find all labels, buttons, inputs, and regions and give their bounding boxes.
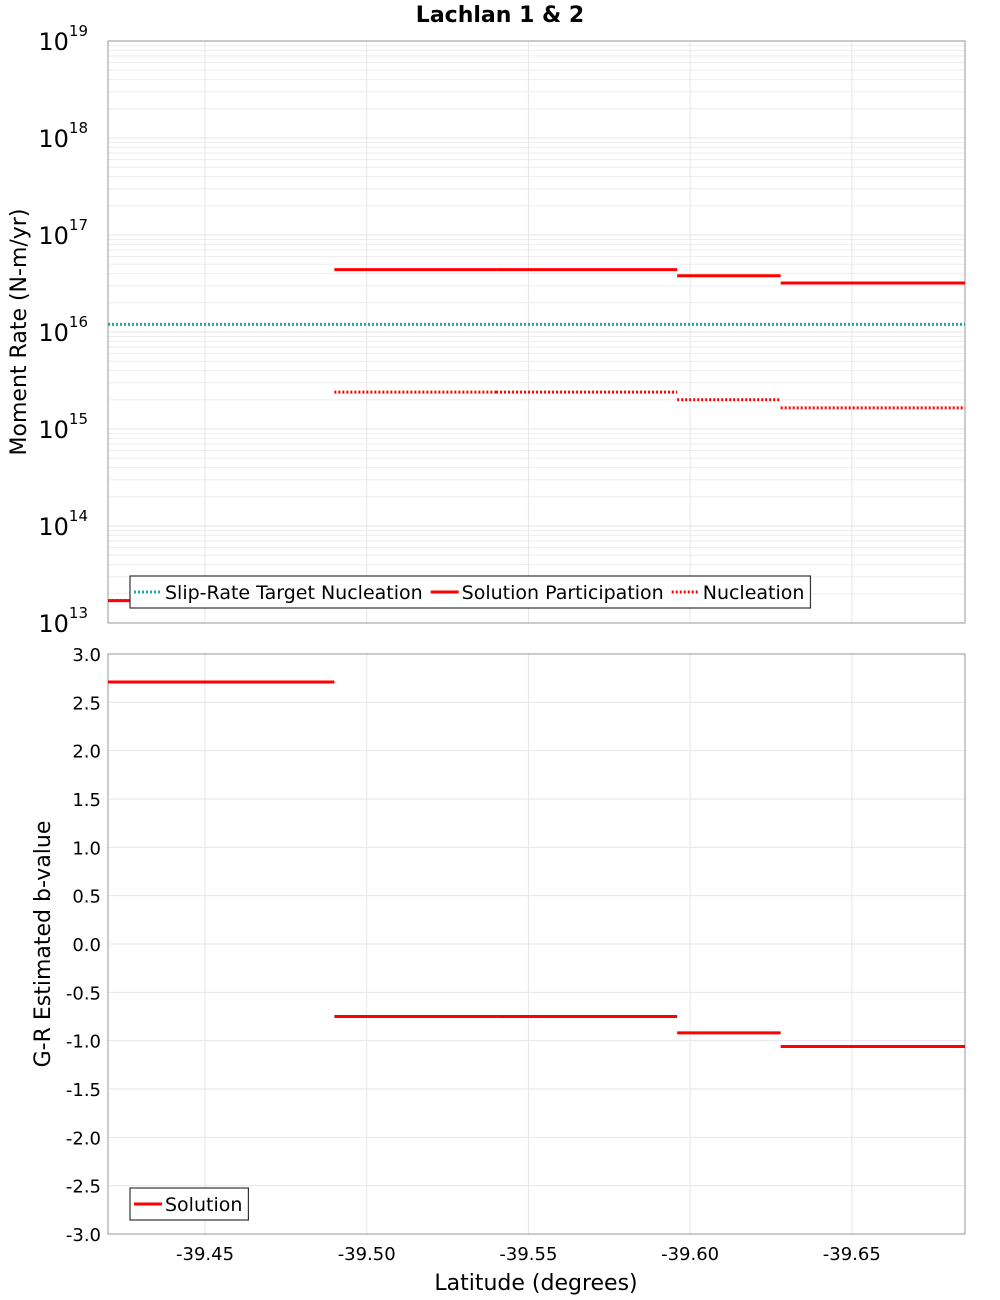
x-tick-label: -39.55 [499, 1244, 557, 1265]
bottom-y-tick-label: -3.0 [66, 1225, 101, 1246]
top-y-tick-label: 1014 [38, 507, 88, 541]
tick-exponent: 13 [69, 604, 88, 622]
bottom-y-tick-label: -2.5 [66, 1177, 101, 1198]
chart-title: Lachlan 1 & 2 [416, 3, 584, 28]
bottom-y-tick-label: 0.0 [72, 935, 101, 956]
x-tick-label: -39.65 [823, 1244, 881, 1265]
bottom-y-tick-label: 2.5 [72, 693, 101, 714]
tick-base: 10 [38, 222, 69, 250]
tick-exponent: 17 [69, 216, 88, 234]
tick-exponent: 18 [69, 119, 88, 137]
bottom-y-tick-label: 3.0 [72, 645, 101, 666]
x-tick-label: -39.50 [338, 1244, 396, 1265]
top-plot-frame [107, 40, 966, 624]
top-y-tick-label: 1013 [38, 604, 88, 638]
bottom-y-axis-label: G-R Estimated b-value [31, 821, 56, 1068]
tick-base: 10 [38, 125, 69, 153]
bottom-y-tick-label: 2.0 [72, 742, 101, 763]
b-value-panel: 3.0 2.5 2.0 1.5 1.0 0.5 0.0 -0.5 -1.0 -1.5 -2.0 -2.… [31, 645, 966, 1296]
top-y-tick-label: 1017 [38, 216, 88, 250]
tick-exponent: 16 [69, 313, 88, 331]
top-y-axis-label: Moment Rate (N-m/yr) [7, 209, 32, 456]
top-y-tick-label: 1018 [38, 119, 88, 153]
legend-label: Nucleation [703, 582, 805, 604]
bottom-y-tick-label: -1.0 [66, 1032, 101, 1053]
legend-label: Slip-Rate Target Nucleation [165, 582, 423, 604]
x-tick-label: -39.60 [661, 1244, 719, 1265]
top-y-tick-label: 1015 [38, 410, 88, 444]
tick-exponent: 15 [69, 410, 88, 428]
bottom-y-tick-label: -1.5 [66, 1080, 101, 1101]
tick-base: 10 [38, 513, 69, 541]
tick-base: 10 [38, 416, 69, 444]
legend-label: Solution [165, 1194, 242, 1216]
bottom-y-tick-label: -2.0 [66, 1128, 101, 1149]
moment-rate-legend-item: Slip-Rate Target Nucleation [134, 582, 423, 604]
bottom-y-tick-label: -0.5 [66, 983, 101, 1004]
legend-label: Solution Participation [462, 582, 664, 604]
x-tick-label: -39.45 [176, 1244, 234, 1265]
tick-base: 10 [38, 28, 69, 56]
bottom-y-tick-label: 1.0 [72, 838, 101, 859]
b-value-series-1 [108, 680, 965, 1048]
moment-rate-legend-item: Solution Participation [430, 582, 664, 604]
tick-base: 10 [38, 610, 69, 638]
bottom-y-tick-label: 1.5 [72, 790, 101, 811]
tick-exponent: 14 [69, 507, 88, 525]
bottom-y-tick-label: 0.5 [72, 887, 101, 908]
x-axis-label: Latitude (degrees) [434, 1271, 637, 1296]
tick-exponent: 19 [69, 22, 88, 40]
top-y-tick-label: 1019 [38, 22, 88, 56]
moment-rate-legend-item: Nucleation [671, 582, 805, 604]
top-y-tick-label: 1016 [38, 313, 88, 347]
b-value-legend-item: Solution [134, 1194, 242, 1216]
tick-base: 10 [38, 319, 69, 347]
bottom-plot-frame [107, 653, 966, 1235]
